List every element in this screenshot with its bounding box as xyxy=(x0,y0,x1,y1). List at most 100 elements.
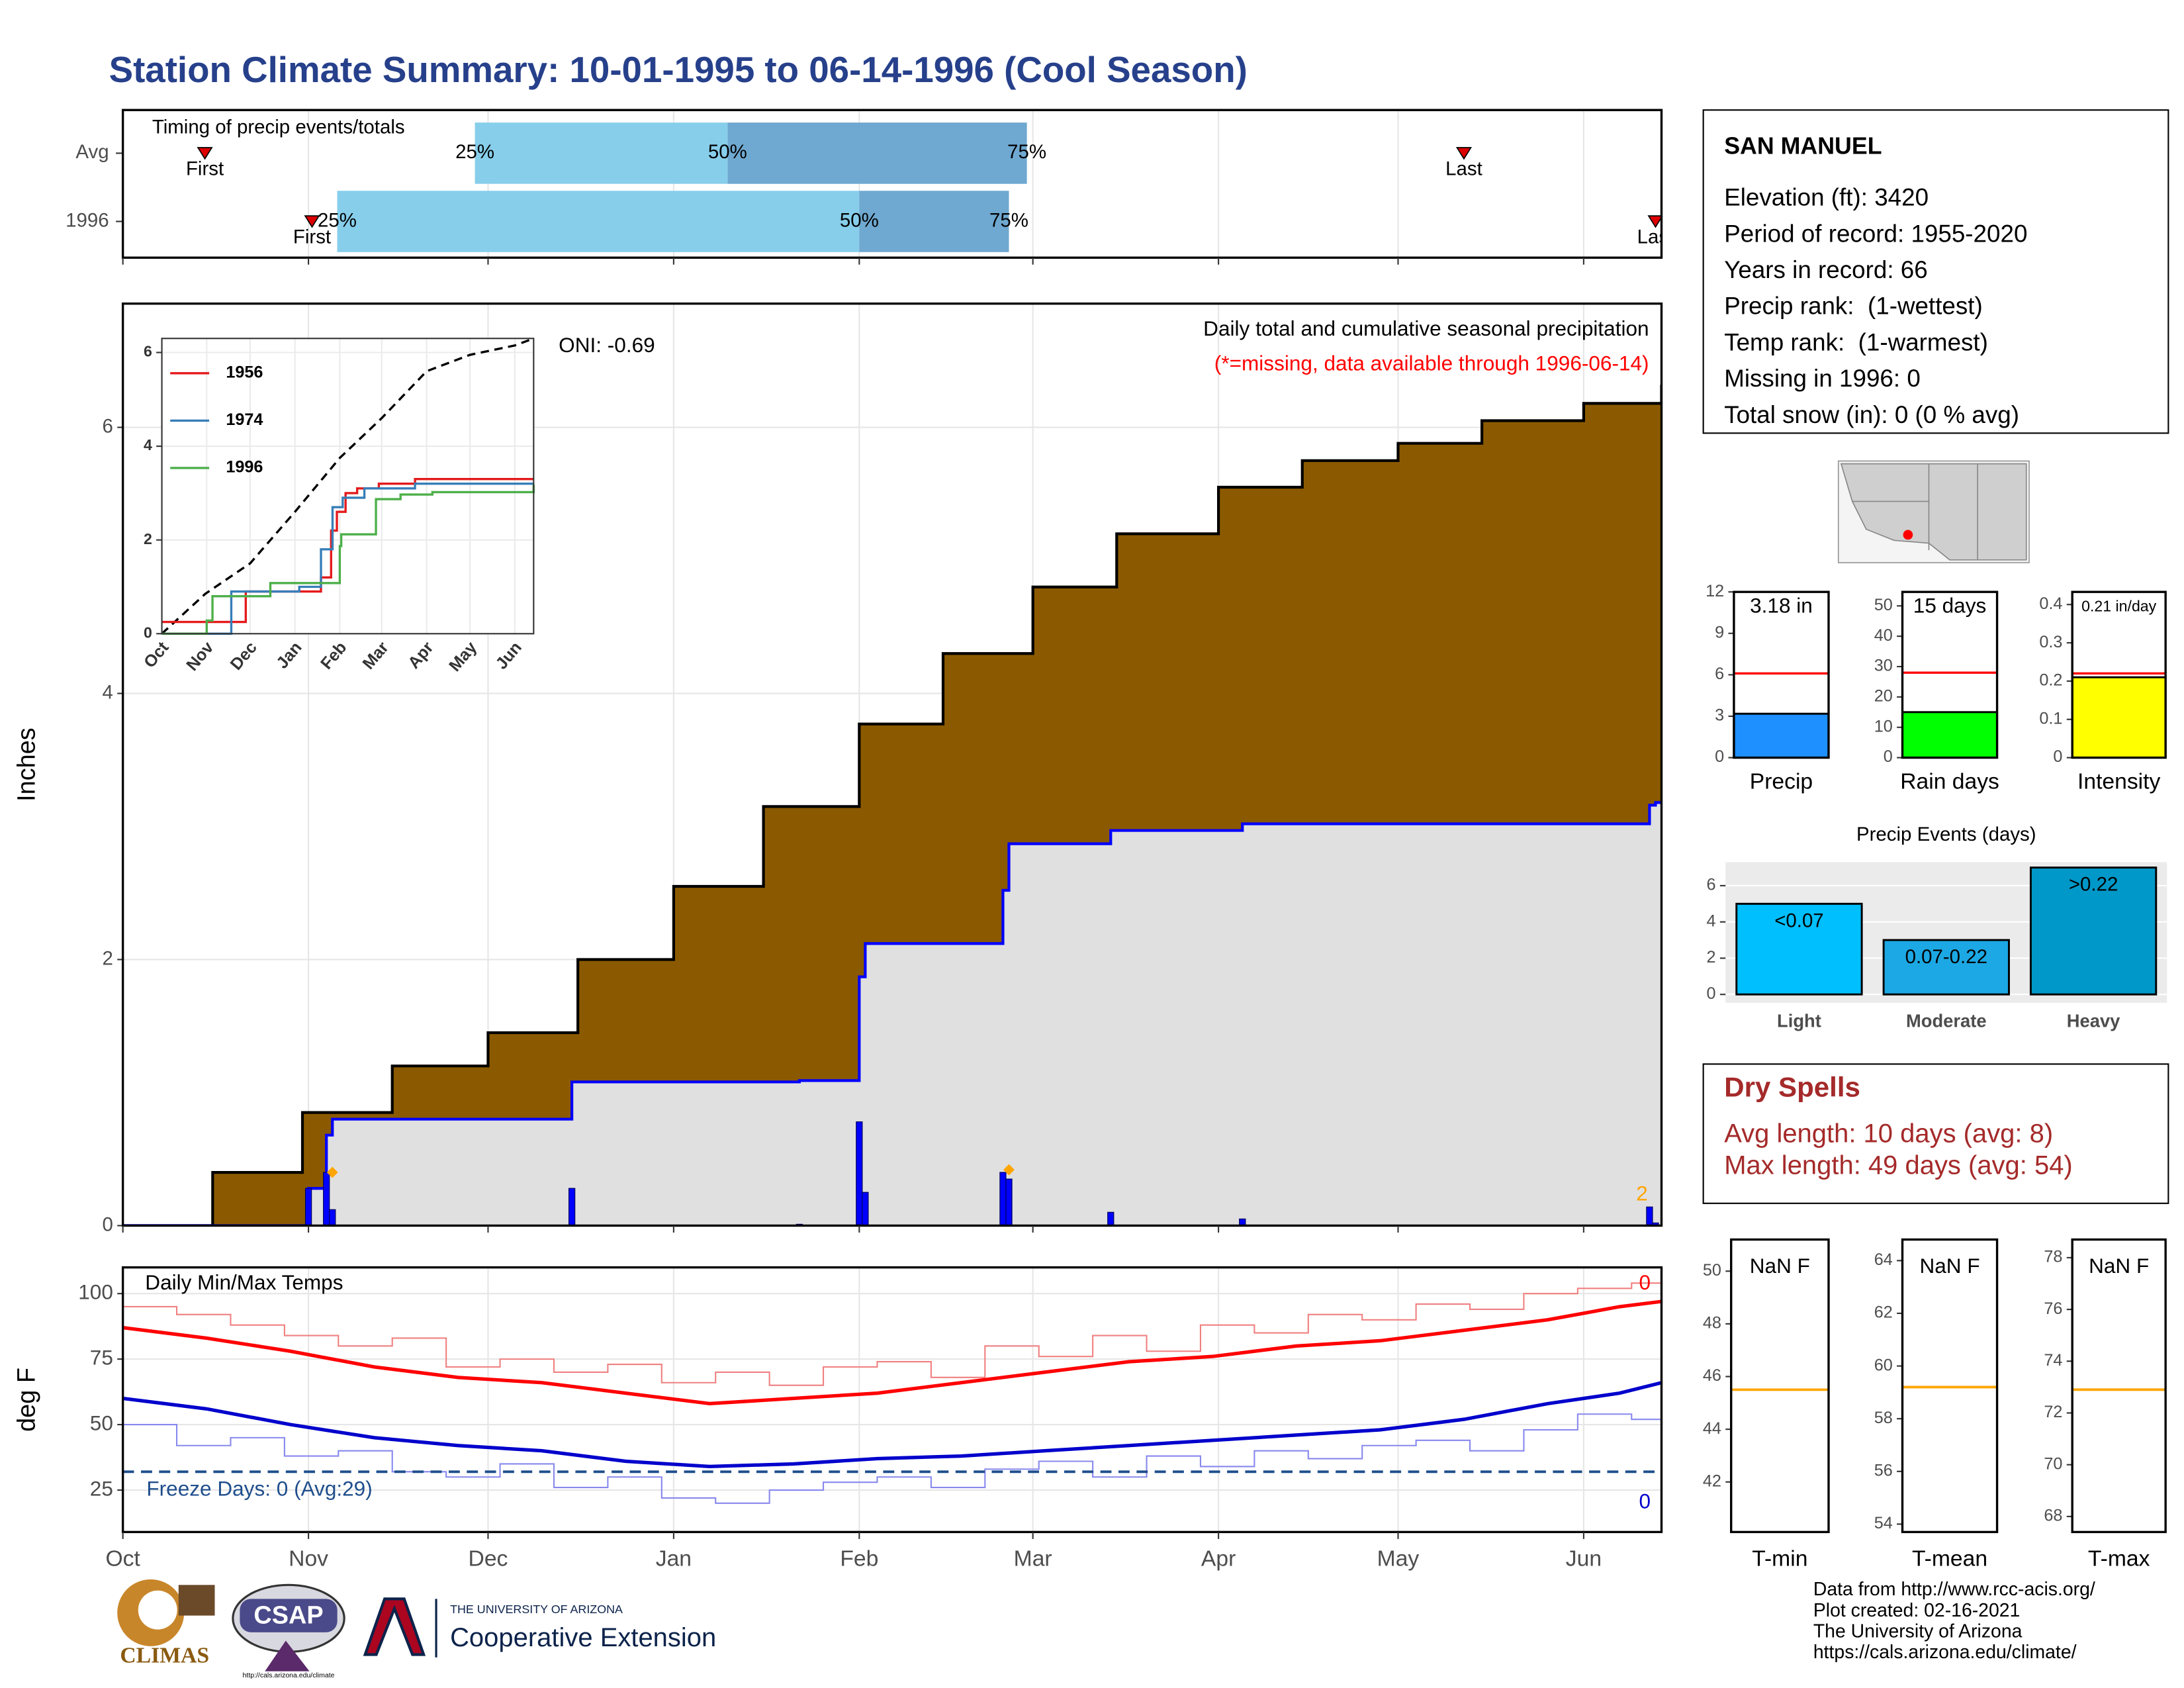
inset-bg xyxy=(161,338,534,634)
percentile-label: 75% xyxy=(1007,141,1046,163)
plot-frame xyxy=(121,302,1663,1227)
daily-precip-bar xyxy=(862,1192,869,1226)
avg-cumulative-line xyxy=(122,385,1662,1226)
y-tick-label: 100 xyxy=(78,1280,113,1304)
y-tick-label: 50 xyxy=(1703,1261,1721,1280)
freeze-label: Freeze Days: 0 (Avg:29) xyxy=(146,1477,372,1501)
temp-line xyxy=(122,1413,1662,1504)
x-tick-label: Mar xyxy=(1014,1546,1052,1571)
category-label: Precip xyxy=(1750,769,1813,794)
y-tick-label: 42 xyxy=(1703,1472,1721,1490)
y-tick-label: 0.1 xyxy=(2039,709,2062,727)
row-label: 1996 xyxy=(66,209,109,231)
percentile-label: 50% xyxy=(708,141,747,163)
avg-line xyxy=(161,337,534,635)
chart-note: (*=missing, data available through 1996-… xyxy=(1214,352,1649,375)
series-line xyxy=(161,483,534,635)
inset-frame xyxy=(161,338,535,635)
y-tick-label: 12 xyxy=(1706,582,1724,600)
station-info: Temp rank: (1-warmest) xyxy=(1724,328,1988,355)
y-tick-label: 75 xyxy=(90,1345,113,1369)
logo-text: http://cals.arizona.edu/climate xyxy=(243,1671,335,1679)
x-tick-label: Mar xyxy=(359,638,392,673)
daily-precip-bar xyxy=(1107,1211,1115,1226)
plot-frame xyxy=(2071,1238,2167,1534)
y-tick-label: 64 xyxy=(1874,1250,1893,1269)
y-axis-label: deg F xyxy=(13,1368,41,1432)
daily-precip-bar xyxy=(999,1172,1007,1226)
credits: Data from http://www.rcc-acis.org/Plot c… xyxy=(1813,1579,2095,1663)
temps-plot xyxy=(122,1282,1662,1504)
y-tick-label: 46 xyxy=(1703,1366,1721,1385)
y-tick-label: 4 xyxy=(1707,912,1716,930)
y-tick-label: 25 xyxy=(90,1476,113,1500)
percentile-label: 25% xyxy=(318,209,357,231)
info-box xyxy=(1702,1063,2169,1204)
category-label: Rain days xyxy=(1900,769,1999,794)
y-tick-label: 6 xyxy=(1715,665,1724,683)
chart-title: Precip Events (days) xyxy=(1856,823,2036,845)
temp-line xyxy=(122,1299,1662,1406)
y-tick-label: 9 xyxy=(1715,623,1724,641)
x-tick-label: Oct xyxy=(105,1546,140,1571)
timing-bar xyxy=(727,122,1027,184)
value-label: 15 days xyxy=(1913,594,1987,618)
category-label: T-max xyxy=(2088,1546,2150,1571)
row-label: Avg xyxy=(75,141,109,163)
x-tick-label: Nov xyxy=(183,638,217,675)
annotation: 0 xyxy=(1639,1270,1651,1294)
y-tick-label: 6 xyxy=(103,415,113,437)
x-tick-label: Feb xyxy=(840,1546,878,1571)
y-tick-label: 76 xyxy=(2044,1299,2062,1318)
logo-text: Cooperative Extension xyxy=(450,1623,716,1652)
logo-text: CLIMAS xyxy=(120,1643,209,1667)
dry-spells-info: Avg length: 10 days (avg: 8) xyxy=(1724,1119,2053,1148)
station-info: Period of record: 1955-2020 xyxy=(1724,220,2027,247)
mini-temp-chart: 42 44 46 48 50 NaN F T-min xyxy=(1703,1238,1830,1571)
credit-line: https://cals.arizona.edu/climate/ xyxy=(1813,1642,2077,1663)
y-tick-label: 0 xyxy=(1715,747,1724,766)
info-box xyxy=(1702,109,2169,434)
plot-frame xyxy=(1901,1238,1999,1534)
x-tick-label: Oct xyxy=(140,638,173,672)
y-tick-label: 60 xyxy=(1874,1356,1893,1374)
y-tick-label: 0 xyxy=(1707,984,1716,1003)
x-tick-label: Dec xyxy=(227,638,261,673)
series-line xyxy=(161,477,534,624)
station-info: Precip rank: (1-wettest) xyxy=(1724,293,1983,320)
mini-temp-chart: 54 56 58 60 62 64 NaN F T-mean xyxy=(1874,1238,1999,1571)
y-tick-label: 3 xyxy=(1715,706,1724,725)
station-info: Total snow (in): 0 (0 % avg) xyxy=(1724,401,2019,428)
y-tick-label: 6 xyxy=(144,343,152,360)
category-label: Light xyxy=(1777,1011,1821,1031)
plot-frame xyxy=(2071,590,2167,759)
value-label: NaN F xyxy=(2089,1254,2149,1278)
y-tick-label: 44 xyxy=(1703,1419,1721,1438)
daily-precip-bar xyxy=(1239,1218,1246,1226)
chart-subtitle: Daily total and cumulative seasonal prec… xyxy=(1203,316,1649,340)
y-tick-label: 0.4 xyxy=(2039,594,2062,613)
temp-line xyxy=(122,1282,1662,1386)
value-label: NaN F xyxy=(1919,1254,1979,1278)
daily-precip-bar xyxy=(329,1209,336,1226)
bar xyxy=(2029,867,2158,996)
plot-frame xyxy=(1901,590,1999,759)
legend-label: 1956 xyxy=(226,363,263,382)
y-tick-label: 0 xyxy=(103,1213,113,1235)
credit-line: The University of Arizona xyxy=(1813,1620,2023,1642)
event-marker xyxy=(304,215,320,228)
plot-frame xyxy=(1730,1238,1830,1534)
dry-spells-info: Max length: 49 days (avg: 54) xyxy=(1724,1151,2073,1180)
value-label: 3.18 in xyxy=(1750,594,1813,618)
x-tick-label: Apr xyxy=(404,638,437,672)
daily-precip-bar xyxy=(1005,1178,1013,1226)
missing-marker xyxy=(1003,1164,1015,1176)
bar xyxy=(1882,939,2010,996)
credit-line: Data from http://www.rcc-acis.org/ xyxy=(1813,1579,2095,1600)
event-marker xyxy=(197,147,213,160)
series-line xyxy=(161,485,535,635)
y-tick-label: 0 xyxy=(2053,747,2062,766)
category-label: Intensity xyxy=(2077,769,2161,794)
daily-precip-bar xyxy=(1652,1222,1659,1226)
x-tick-label: Jan xyxy=(273,638,305,672)
